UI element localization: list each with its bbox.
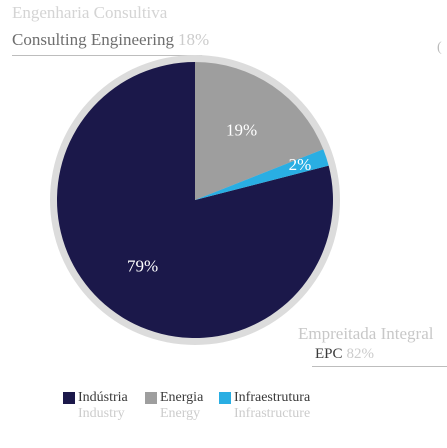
- bottom-divider: [312, 366, 447, 367]
- legend-item-industria: Indústria Industry: [63, 390, 128, 421]
- legend-label-industry: Industry: [78, 406, 125, 421]
- consulting-engineering-title-pt: Engenharia Consultiva: [12, 3, 168, 22]
- slice-label-industria: 79%: [127, 257, 158, 276]
- slice-label-infraestrutura: 2%: [289, 155, 312, 174]
- consulting-engineering-title: Consulting Engineering 18%: [12, 30, 209, 50]
- legend-label-infrastructure: Infrastructure: [234, 406, 311, 421]
- pie-slice-industria: [56, 61, 333, 338]
- legend-label-industria: Indústria: [78, 390, 128, 405]
- legend-item-infraestrutura: Infraestrutura Infrastructure: [219, 390, 311, 421]
- legend-swatch-infraestrutura: [219, 392, 231, 404]
- legend-label-energy: Energy: [160, 406, 201, 421]
- slice-label-energia: 19%: [226, 120, 257, 139]
- top-divider: [12, 55, 202, 56]
- legend-label-energia: Energia: [160, 390, 204, 405]
- legend-item-energia: Energia Energy: [145, 390, 204, 421]
- legend-swatch-energia: [145, 392, 157, 404]
- epc-label: EPC: [315, 346, 343, 362]
- epc-title: EPC 82%: [315, 346, 374, 363]
- consulting-engineering-percent: 18%: [177, 30, 210, 49]
- epc-title-pt: Empreitada Integral: [298, 324, 434, 343]
- consulting-engineering-label: Consulting Engineering: [12, 30, 174, 49]
- epc-percent: 82%: [346, 346, 375, 362]
- legend-swatch-industria: [63, 392, 75, 404]
- legend-label-infraestrutura: Infraestrutura: [234, 390, 311, 405]
- pie-slice-infraestrutura: [195, 149, 329, 200]
- edge-mark: (: [437, 40, 442, 55]
- pie-slice-energia: [195, 62, 324, 200]
